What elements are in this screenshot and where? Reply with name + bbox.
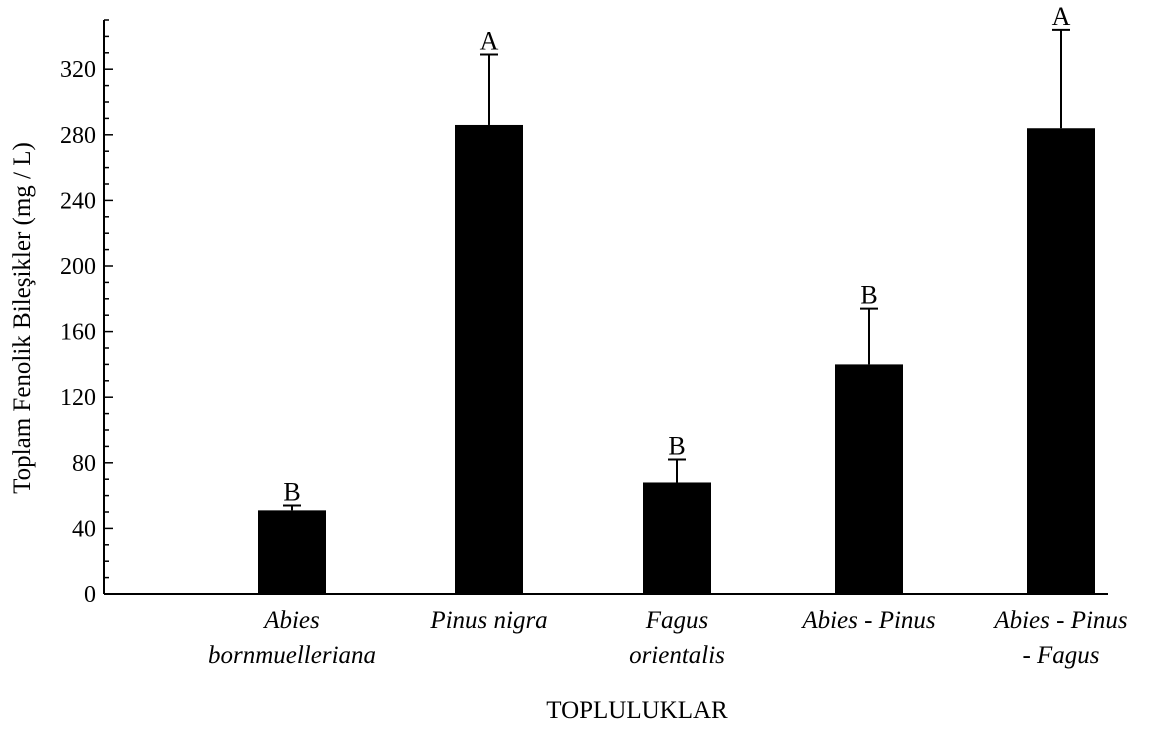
y-tick-label: 320	[60, 57, 96, 83]
axes	[103, 20, 1108, 595]
significance-label: B	[283, 477, 300, 506]
significance-labels: B A B B A	[283, 2, 1070, 507]
y-tick-label: 240	[60, 188, 96, 214]
x-axis-title: TOPLULUKLAR	[546, 697, 728, 724]
y-tick-label: 40	[72, 516, 96, 542]
y-ticks: 0 40 80 120 160 200 240 280 320	[60, 19, 113, 608]
y-axis-title: Toplam Fenolik Bileşikler (mg / L)	[9, 142, 36, 494]
y-tick-label: 160	[60, 320, 96, 346]
bar	[835, 364, 903, 594]
y-tick-label: 200	[60, 254, 96, 280]
significance-label: A	[1052, 2, 1071, 31]
y-tick-label: 120	[60, 385, 96, 411]
y-tick-label: 280	[60, 123, 96, 149]
category-label: - Fagus	[1022, 642, 1099, 669]
bar	[643, 482, 711, 594]
category-label: orientalis	[629, 642, 725, 669]
bar	[258, 510, 326, 594]
bars	[258, 124, 1095, 595]
y-tick-label: 0	[84, 582, 96, 608]
category-label: bornmuelleriana	[208, 642, 376, 669]
category-label: Abies	[262, 607, 320, 634]
significance-label: A	[480, 26, 499, 55]
y-tick-label: 80	[72, 451, 96, 477]
significance-label: B	[668, 432, 685, 461]
category-label: Fagus	[645, 607, 709, 634]
bar	[1027, 128, 1095, 595]
significance-label: B	[860, 281, 877, 310]
category-label: Pinus nigra	[429, 607, 547, 634]
category-label: Abies - Pinus	[800, 607, 935, 634]
category-label: Abies - Pinus	[992, 607, 1127, 634]
category-labels: Abies bornmuelleriana Pinus nigra Fagus orie…	[208, 607, 1128, 669]
error-bars	[283, 28, 1070, 511]
bar	[455, 124, 523, 595]
